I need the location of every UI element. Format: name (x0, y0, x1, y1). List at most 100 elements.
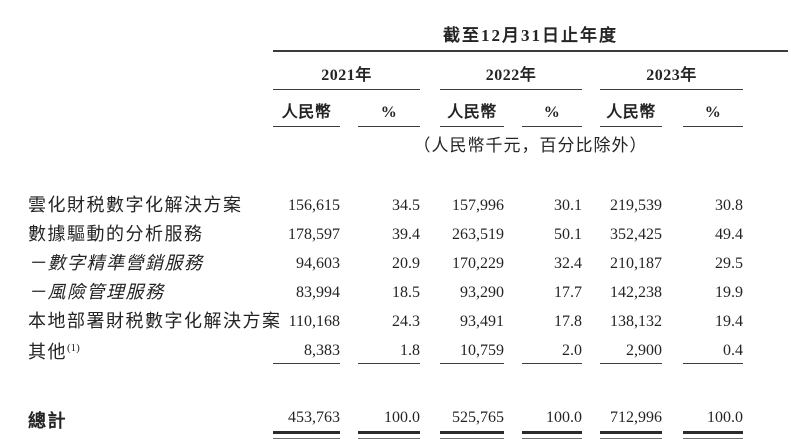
spacer-cell (340, 245, 358, 274)
col-header-pct-2021: % (358, 89, 420, 127)
spacer-cell (743, 303, 788, 332)
cell-value: 8,383 (273, 332, 340, 364)
spacer-cell (582, 51, 600, 90)
total-value: 100.0 (522, 396, 582, 434)
spacer-cell (743, 332, 788, 364)
col-header-pct-2022: % (522, 89, 582, 127)
col-header-rmb-2022: 人民幣 (440, 89, 504, 127)
cell-value: 30.8 (715, 197, 743, 214)
cell-value: 142,238 (610, 284, 662, 301)
spacer-cell (743, 187, 788, 216)
spacer-cell (420, 51, 440, 90)
spacer-cell (662, 245, 683, 274)
row-label: 本地部署財税數字化解決方案 (28, 310, 282, 331)
table-row: 數據驅動的分析服務 178,597 39.4 263,519 50.1 352,… (28, 216, 788, 245)
spacer-cell (582, 274, 600, 303)
spacer-cell (28, 51, 273, 90)
cell-value: 49.4 (715, 226, 743, 243)
spacer-cell (582, 216, 600, 245)
row-label: －數字精準營銷服務 (28, 252, 204, 273)
table-row: 其他(1) 8,383 1.8 10,759 2.0 2,900 0.4 (28, 332, 788, 364)
spacer-cell (28, 165, 788, 187)
cell-value: 0.4 (683, 332, 743, 364)
spacer-cell (743, 396, 788, 433)
cell-value: 29.5 (715, 255, 743, 272)
spacer-cell (582, 245, 600, 274)
table-row: 雲化財税數字化解決方案 156,615 34.5 157,996 30.1 21… (28, 187, 788, 216)
table-title: 截至12月31日止年度 (273, 12, 789, 52)
year-header-2022: 2022年 (440, 51, 582, 90)
cell-value: 178,597 (288, 226, 340, 243)
cell-value: 17.8 (554, 313, 582, 330)
spacer-cell (662, 274, 683, 303)
spacer-cell (743, 274, 788, 303)
year-header-2021: 2021年 (273, 51, 420, 90)
cell-value: 156,615 (288, 197, 340, 214)
total-value: 525,765 (440, 396, 504, 434)
spacer-cell (420, 396, 440, 433)
spacer-cell (420, 274, 440, 303)
cell-value: 94,603 (296, 255, 340, 272)
spacer-cell (420, 303, 440, 332)
col-header-rmb-2021: 人民幣 (273, 89, 340, 127)
spacer-cell (662, 90, 683, 127)
spacer-cell (743, 51, 788, 90)
cell-value: 110,168 (288, 313, 340, 330)
total-value: 100.0 (358, 396, 420, 434)
row-label: 數據驅動的分析服務 (28, 223, 204, 244)
total-value: 712,996 (600, 396, 662, 434)
spacer-cell (420, 90, 440, 127)
spacer-cell (662, 216, 683, 245)
cell-value: 34.5 (392, 197, 420, 214)
spacer-cell (582, 90, 600, 127)
row-label: 其他(1) (28, 332, 273, 364)
cell-value: 50.1 (554, 226, 582, 243)
spacer-cell (420, 187, 440, 216)
spacer-cell (504, 90, 522, 127)
cell-value: 19.4 (715, 313, 743, 330)
spacer-cell (420, 216, 440, 245)
spacer-cell (340, 274, 358, 303)
spacer-cell (504, 274, 522, 303)
table-row: －數字精準營銷服務 94,603 20.9 170,229 32.4 210,1… (28, 245, 788, 274)
revenue-breakdown-table: 截至12月31日止年度 2021年 2022年 2023年 人民幣 % 人民幣 … (28, 12, 789, 439)
cell-value: 24.3 (392, 313, 420, 330)
row-label-text: 其他 (28, 342, 67, 362)
cell-value: 17.7 (554, 284, 582, 301)
cell-value: 2.0 (522, 332, 582, 364)
total-label: 總計 (28, 411, 67, 431)
cell-value: 10,759 (440, 332, 504, 364)
cell-value: 2,900 (600, 332, 662, 364)
spacer-cell (662, 187, 683, 216)
total-value: 100.0 (683, 396, 743, 434)
cell-value: 18.5 (392, 284, 420, 301)
spacer-cell (28, 127, 273, 166)
spacer-cell (582, 187, 600, 216)
spacer-cell (743, 216, 788, 245)
cell-value: 30.1 (554, 197, 582, 214)
spacer-cell (504, 216, 522, 245)
cell-value: 39.4 (392, 226, 420, 243)
table-row: 本地部署財税數字化解決方案 110,168 24.3 93,491 17.8 1… (28, 303, 788, 332)
spacer-cell (340, 216, 358, 245)
cell-value: 32.4 (554, 255, 582, 272)
cell-value: 83,994 (296, 284, 340, 301)
spacer-cell (504, 396, 522, 433)
spacer-cell (504, 303, 522, 332)
units-note: （人民幣千元，百分比除外） (413, 136, 648, 156)
spacer-cell (504, 332, 522, 364)
cell-value: 138,132 (610, 313, 662, 330)
spacer-cell (28, 12, 273, 51)
spacer-cell (340, 396, 358, 433)
spacer-cell (28, 90, 273, 127)
cell-value: 157,996 (452, 197, 504, 214)
cell-value: 210,187 (610, 255, 662, 272)
cell-value: 93,290 (460, 284, 504, 301)
total-value: 453,763 (273, 396, 340, 434)
spacer-cell (504, 187, 522, 216)
spacer-cell (582, 303, 600, 332)
cell-value: 352,425 (610, 226, 662, 243)
spacer-cell (662, 396, 683, 433)
spacer-cell (340, 332, 358, 364)
